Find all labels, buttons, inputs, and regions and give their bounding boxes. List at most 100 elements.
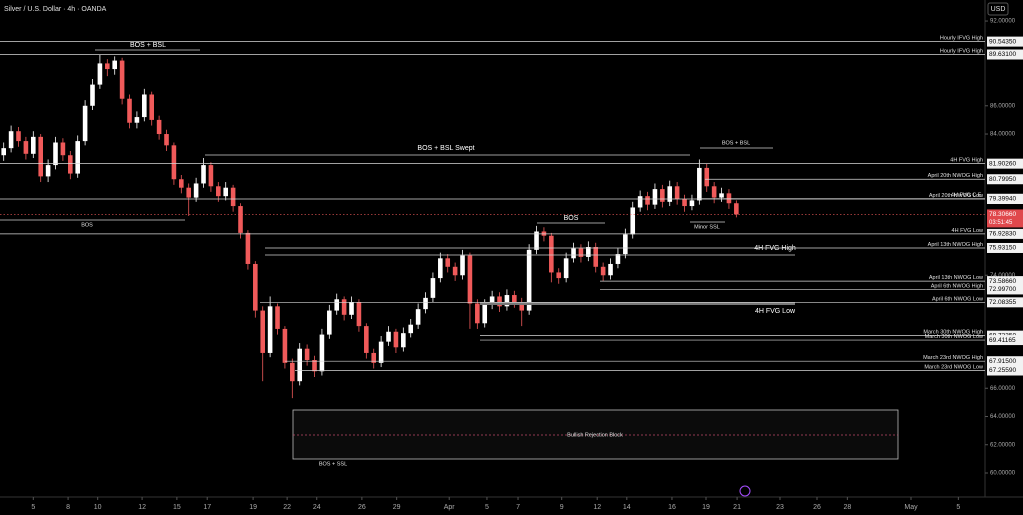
price-label: 89.63100 <box>989 51 1016 58</box>
currency-button[interactable] <box>987 2 1009 16</box>
candle-body <box>297 348 303 382</box>
candle-body <box>1 148 6 156</box>
candle-body <box>334 299 340 311</box>
candle-body <box>38 136 43 177</box>
candle-body <box>697 167 702 201</box>
candle-body <box>430 278 436 298</box>
price-label: 76.92830 <box>989 231 1016 238</box>
y-tick-label: 66.00000 <box>990 386 1016 392</box>
candle-body <box>637 196 643 208</box>
candle-body <box>593 247 599 267</box>
price-label: 81.90260 <box>989 160 1016 167</box>
price-box <box>987 284 1023 295</box>
x-tick-label: 5 <box>956 504 960 511</box>
price-label: 72.08355 <box>989 299 1016 306</box>
candle-body <box>349 302 354 315</box>
candle-body <box>452 266 458 276</box>
candle-body <box>149 94 155 120</box>
candle-body <box>660 189 665 202</box>
y-tick-label: 62.00000 <box>990 442 1016 448</box>
candle-body <box>68 155 73 174</box>
candle-body <box>341 299 347 315</box>
candle-body <box>386 331 391 342</box>
x-tick-label: 10 <box>94 504 102 511</box>
level-label: April 6th NWOG High <box>931 283 983 289</box>
candle-body <box>364 326 369 353</box>
candle-body <box>171 145 177 180</box>
candle-body <box>719 193 724 198</box>
candle-body <box>615 254 621 264</box>
price-label: 75.93150 <box>989 245 1016 252</box>
y-tick-label: 84.00000 <box>990 132 1016 138</box>
candle-body <box>489 296 495 305</box>
level-label: March 30th NWOG Low <box>925 334 983 340</box>
candle-body <box>534 231 539 250</box>
replay-icon[interactable] <box>739 485 751 497</box>
candle-body <box>208 165 214 187</box>
price-label: 72.99700 <box>989 286 1016 293</box>
level-label: March 23rd NWOG Low <box>924 364 983 370</box>
candle-body <box>8 131 14 149</box>
price-box <box>987 228 1023 239</box>
candle-body <box>216 186 221 197</box>
level-label: Hourly IFVG High <box>940 48 983 54</box>
candle-body <box>556 272 562 279</box>
candle-body <box>327 310 332 335</box>
x-tick-label: 19 <box>249 504 257 511</box>
candle-body <box>704 167 710 187</box>
annotation: BOS + BSL <box>722 140 750 146</box>
price-box <box>987 242 1023 253</box>
rejection-block <box>292 409 899 460</box>
candle-body <box>105 63 110 70</box>
x-tick-label: 12 <box>593 504 601 511</box>
candle-body <box>223 187 229 197</box>
candle-body <box>201 165 206 184</box>
candle-body <box>460 255 465 276</box>
candle-body <box>519 302 525 311</box>
price-box <box>987 335 1023 346</box>
candle-body <box>578 248 584 257</box>
x-tick-label: 24 <box>313 504 321 511</box>
candle-body <box>475 303 480 324</box>
candle-body <box>275 306 280 329</box>
candle-body <box>689 200 695 207</box>
candle-body <box>438 258 443 279</box>
x-tick-label: 28 <box>843 504 851 511</box>
price-box <box>987 36 1023 47</box>
candle-body <box>726 193 732 204</box>
x-tick-label: 22 <box>283 504 291 511</box>
x-tick-label: 14 <box>623 504 631 511</box>
price-label: 67.91500 <box>989 358 1016 365</box>
level-label: 4H FVG High <box>950 158 983 164</box>
candle-body <box>312 360 317 372</box>
x-tick-label: 21 <box>733 504 741 511</box>
price-label: 80.79950 <box>989 176 1016 183</box>
candle-body <box>304 348 310 361</box>
candle-body <box>652 189 658 205</box>
candle-body <box>282 328 288 363</box>
candle-body <box>16 131 21 142</box>
price-box <box>987 297 1023 308</box>
x-tick-label: 7 <box>516 504 520 511</box>
price-box <box>987 356 1023 367</box>
candle-body <box>267 306 273 353</box>
x-tick-label: 26 <box>358 504 366 511</box>
candle-body <box>711 186 717 198</box>
candle-body <box>356 302 362 327</box>
level-label: 4H FVG Low <box>952 228 984 234</box>
fvg-band <box>480 302 795 305</box>
levels: Hourly IFVG High 90.54350 Hourly IFVG High… <box>0 36 1023 376</box>
candle-body <box>393 331 399 348</box>
candle-body <box>156 119 162 135</box>
price-box <box>987 158 1023 169</box>
candle-body <box>75 141 80 174</box>
x-tick-label: 17 <box>203 504 211 511</box>
x-tick-label: 8 <box>66 504 70 511</box>
level-label: March 23rd NWOG High <box>923 355 983 361</box>
candle-body <box>127 98 132 123</box>
currency: USD <box>991 6 1006 13</box>
candle-body <box>608 263 613 276</box>
candle-body <box>290 362 295 382</box>
candle-body <box>630 207 636 235</box>
